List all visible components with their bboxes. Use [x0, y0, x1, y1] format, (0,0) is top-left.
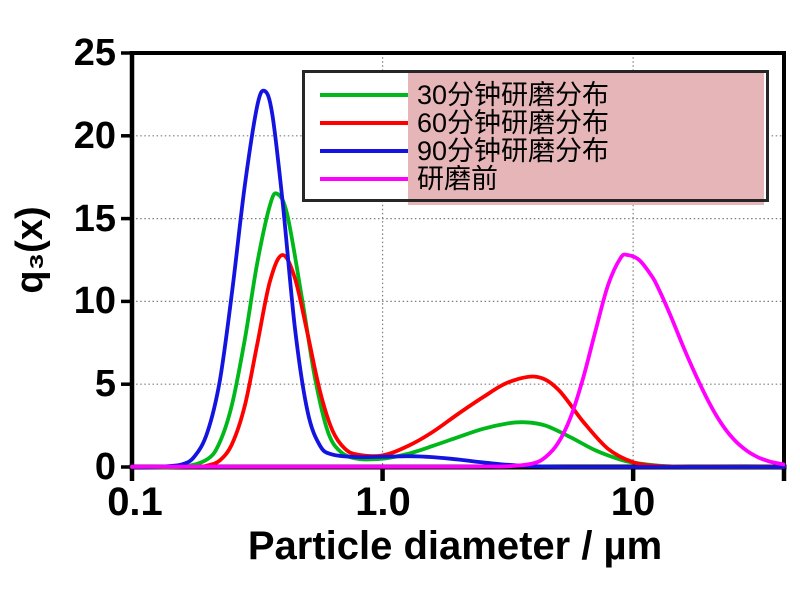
x-tick-label-0.1: 0.1 — [107, 480, 163, 524]
legend-item-90min: 90分钟研磨分布 — [302, 137, 769, 165]
legend-item-before-milling: 研磨前 — [302, 165, 769, 193]
legend-item-60min: 60分钟研磨分布 — [302, 109, 769, 137]
series-before-curve — [130, 252, 786, 469]
legend-line-sample-90min — [320, 149, 408, 153]
y-tick-label-15: 15 — [73, 198, 116, 240]
legend-label-before-milling: 研磨前 — [417, 164, 498, 194]
legend-box-border — [302, 70, 769, 202]
x-tick-label-10: 10 — [610, 480, 656, 524]
legend-line-sample-60min — [320, 121, 408, 125]
legend: 30分钟研磨分布 60分钟研磨分布 90分钟研磨分布 研磨前 — [302, 81, 769, 193]
y-tick-label-20: 20 — [73, 115, 116, 157]
y-tick-label-25: 25 — [73, 32, 116, 74]
legend-label-90min: 90分钟研磨分布 — [417, 136, 610, 166]
y-tick-label-0: 0 — [94, 446, 116, 488]
legend-label-30min: 30分钟研磨分布 — [417, 80, 610, 110]
x-axis-title: Particle diameter / µm — [247, 524, 663, 568]
legend-item-30min: 30分钟研磨分布 — [302, 81, 769, 109]
y-tick-label-5: 5 — [94, 363, 116, 405]
y-tick-label-10: 10 — [73, 280, 116, 322]
legend-line-sample-30min — [320, 93, 408, 97]
series-30min-curve — [130, 191, 786, 470]
x-tick-label-1.0: 1.0 — [355, 480, 411, 524]
y-axis-title: q₃(x) — [9, 206, 51, 294]
legend-line-sample-before-milling — [320, 177, 408, 181]
legend-label-60min: 60分钟研磨分布 — [417, 108, 610, 138]
legend-highlight-overlay — [408, 73, 764, 205]
